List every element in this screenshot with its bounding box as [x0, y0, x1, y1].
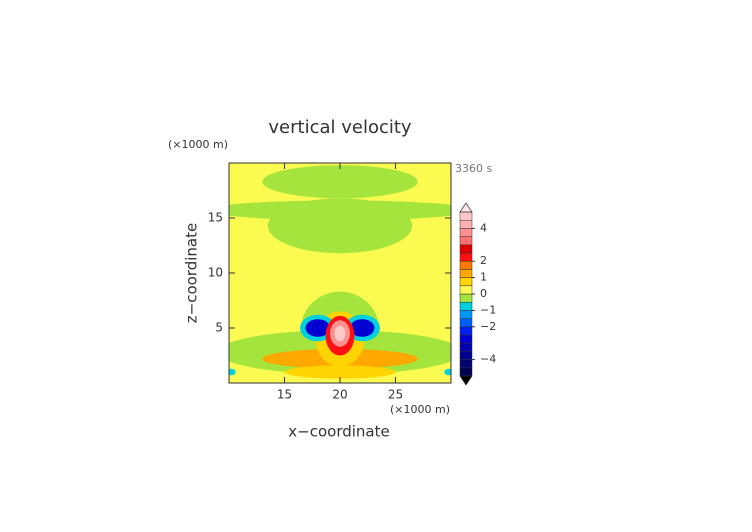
colorbar-swatch [459, 244, 473, 254]
colorbar-swatch [459, 318, 473, 328]
colorbar-swatch [459, 236, 473, 246]
colorbar-tick-label: 2 [480, 254, 487, 267]
colorbar-swatch [459, 359, 473, 369]
contour-region [229, 200, 451, 221]
colorbar-swatch [459, 252, 473, 262]
contour-region [444, 368, 451, 376]
colorbar-swatch [459, 211, 473, 221]
x-tick-label: 15 [277, 388, 292, 402]
colorbar-swatch [459, 293, 473, 303]
contour-region [284, 365, 396, 379]
colorbar-swatch [459, 277, 473, 287]
x-unit: (×1000 m) [390, 403, 450, 416]
x-axis-label: x−coordinate [288, 423, 389, 441]
contour-region [229, 368, 236, 376]
colorbar-swatch [459, 351, 473, 360]
colorbar-tick-label: 4 [480, 221, 487, 234]
colorbar-swatch [459, 228, 473, 237]
x-tick-label: 20 [332, 388, 347, 402]
chart-title: vertical velocity [268, 117, 412, 138]
colorbar-swatch [459, 326, 473, 336]
colorbar-tick-label: −4 [480, 353, 496, 366]
colorbar-swatch [459, 269, 473, 278]
colorbar-swatch [459, 260, 473, 270]
y-unit: (×1000 m) [168, 138, 228, 151]
colorbar-swatch [459, 367, 473, 377]
time-label: 3360 s [455, 162, 492, 175]
colorbar-swatch [459, 334, 473, 344]
colorbar-swatch [459, 219, 473, 229]
y-tick-label: 15 [208, 211, 223, 225]
colorbar-tick-label: 1 [480, 271, 487, 284]
contour-region [262, 165, 418, 199]
colorbar-swatch [459, 285, 473, 295]
colorbar-over [459, 202, 473, 213]
field [229, 163, 451, 383]
contour-region [334, 325, 346, 342]
colorbar-swatch [459, 301, 473, 311]
colorbar-under [459, 375, 473, 386]
colorbar-swatch [459, 342, 473, 352]
colorbar-tick-label: −1 [480, 303, 496, 316]
y-axis-label: z−coordinate [183, 223, 201, 323]
colorbar-swatch [459, 310, 473, 319]
y-tick-label: 5 [215, 321, 223, 335]
colorbar-tick-label: 0 [480, 287, 487, 300]
y-tick-label: 10 [208, 266, 223, 280]
contour-region [305, 319, 331, 337]
colorbar-tick-label: −2 [480, 320, 496, 333]
x-tick-label: 25 [388, 388, 403, 402]
contour-region [349, 319, 375, 337]
